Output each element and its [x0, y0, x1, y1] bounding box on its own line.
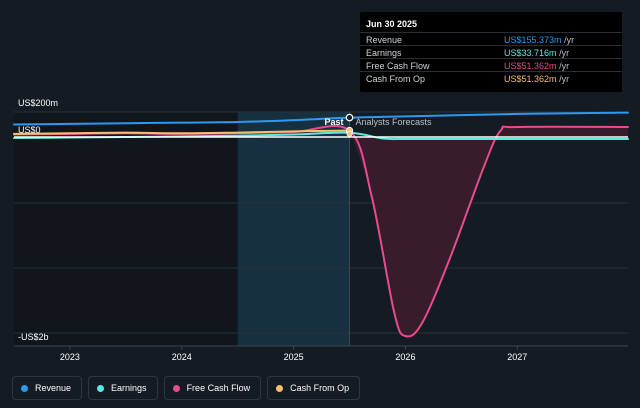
x-tick-label: 2026 — [395, 352, 415, 362]
tooltip-unit: /yr — [559, 48, 570, 58]
tooltip-value: US$155.373m /yr — [504, 35, 574, 45]
tooltip-value: US$51.362m /yr — [504, 74, 569, 84]
tooltip-number: US$155.373m — [504, 35, 562, 45]
series-line-revenue — [13, 111, 629, 126]
tooltip-number: US$51.362m — [504, 61, 557, 71]
x-tick-label: 2027 — [507, 352, 527, 362]
past-label: Past — [325, 117, 344, 127]
legend-item-earnings[interactable]: Earnings — [88, 376, 158, 400]
legend-label: Revenue — [35, 383, 72, 393]
tooltip-row-free-cash-flow: Free Cash Flow US$51.362m /yr — [360, 58, 622, 72]
legend-item-free-cash-flow[interactable]: Free Cash Flow — [163, 376, 262, 400]
tooltip-row-earnings: Earnings US$33.716m /yr — [360, 45, 622, 59]
y-label-top: US$200m — [18, 98, 58, 108]
tooltip-value: US$33.716m /yr — [504, 48, 569, 58]
tooltip-number: US$51.362m — [504, 74, 557, 84]
forecast-label: Analysts Forecasts — [356, 117, 433, 127]
legend-dot-icon — [172, 384, 180, 392]
marker-earnings — [346, 130, 353, 137]
y-label-zero: US$0 — [18, 125, 41, 135]
series-line-cash-from-op — [13, 129, 351, 135]
tooltip-label: Cash From Op — [366, 74, 426, 84]
highlight-band — [237, 112, 350, 346]
legend-dot-icon — [276, 384, 284, 392]
marker-revenue — [345, 113, 354, 122]
tooltip-row-cash-from-op: Cash From Op US$51.362m /yr — [360, 71, 622, 85]
tooltip: Jun 30 2025 Revenue US$155.373m /yr Earn… — [360, 12, 622, 92]
legend-label: Earnings — [111, 383, 147, 393]
markers — [345, 113, 354, 137]
x-axis: 2023 2024 2025 2026 2027 — [60, 346, 527, 362]
tooltip-label: Revenue — [366, 35, 403, 45]
legend-label: Cash From Op — [290, 383, 350, 393]
y-label-bottom: -US$2b — [18, 332, 49, 342]
legend-item-revenue[interactable]: Revenue — [12, 376, 83, 400]
tooltip-row-revenue: Revenue US$155.373m /yr — [360, 32, 622, 46]
tooltip-unit: /yr — [564, 35, 575, 45]
tooltip-unit: /yr — [559, 74, 570, 84]
legend-label: Free Cash Flow — [186, 383, 251, 393]
legend: Revenue Earnings Free Cash Flow Cash Fro… — [12, 376, 361, 400]
tooltip-date: Jun 30 2025 — [366, 19, 418, 29]
legend-dot-icon — [21, 384, 28, 392]
x-tick-label: 2024 — [172, 352, 192, 362]
tooltip-unit: /yr — [559, 61, 570, 71]
x-tick-label: 2023 — [60, 352, 80, 362]
tooltip-number: US$33.716m — [504, 48, 557, 58]
gridlines — [14, 111, 628, 347]
legend-item-cash-from-op[interactable]: Cash From Op — [267, 376, 361, 400]
tooltip-label: Free Cash Flow — [366, 61, 430, 71]
legend-dot-icon — [97, 384, 105, 392]
tooltip-value: US$51.362m /yr — [504, 61, 569, 71]
x-tick-label: 2025 — [284, 352, 304, 362]
tooltip-label: Earnings — [366, 48, 402, 58]
free-cash-flow-area — [349, 126, 628, 337]
